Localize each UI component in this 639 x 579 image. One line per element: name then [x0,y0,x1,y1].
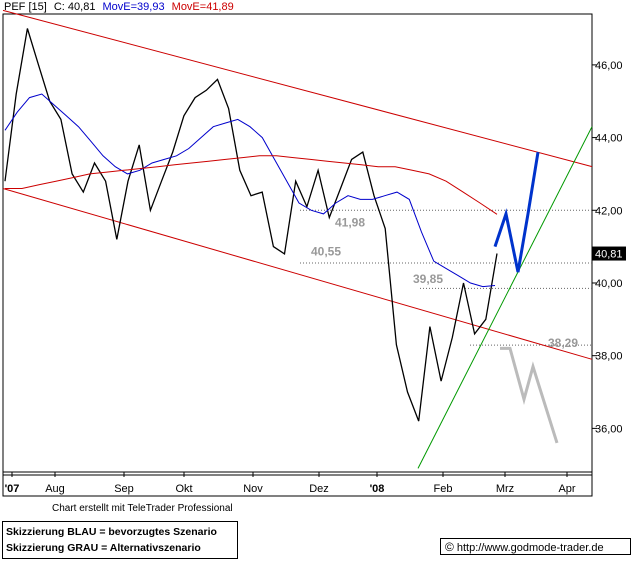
close-value: C: 40,81 [53,1,96,13]
legend-line-blue: Skizzierung BLAU = bevorzugtes Szenario [6,526,217,538]
legend-line-grey: Skizzierung GRAU = Alternativszenario [6,542,201,554]
x-axis-frame [2,471,593,497]
y-tick-label: 44,00 [595,133,623,145]
ticker-label: PEF [15] [4,1,47,13]
x-tick-label: Aug [45,483,65,495]
y-tick-label: 38,00 [595,351,623,363]
x-tick-label: Dez [309,483,329,495]
chart-header: PEF [15] C: 40,81 MovE=39,93 MovE=41,89 [4,1,238,13]
plot-frame [2,13,593,473]
x-tick-label: Apr [558,483,575,495]
series-line-0 [4,28,498,422]
copyright-icon: © [445,540,454,554]
legend-box: Skizzierung BLAU = bevorzugtes Szenario … [2,521,238,559]
scenario-grey-sketch [500,346,559,444]
scenario-blue-sketch [493,151,540,273]
x-tick-label: Sep [114,483,134,495]
x-tick-label: Feb [434,483,453,495]
x-tick-label: '07 [5,483,20,495]
series-line-2 [5,155,498,215]
y-tick-label: 42,00 [595,205,623,217]
x-tick-label: '08 [370,483,385,495]
x-tick-label: Mrz [496,483,514,495]
y-tick-label: 40,00 [595,278,623,290]
last-value-box [592,246,626,261]
x-tick-label: Nov [243,483,263,495]
website-url[interactable]: http://www.godmode-trader.de [456,542,604,554]
x-tick-label: Okt [175,483,192,495]
channel-lower [2,187,593,360]
support-trendline [417,126,593,469]
mov1-label: MovE=39,93 [102,1,165,13]
last-value-label: 40,81 [595,249,623,261]
level-annotation: 40,55 [311,245,341,259]
price-chart: 36,00 38,00 40,00 42,00 44,00 46,00 '07 Aug Sep O… [2,9,626,497]
y-tick-label: 46,00 [595,60,623,72]
level-annotation: 41,98 [335,216,365,230]
y-tick-label: 36,00 [595,423,623,435]
level-annotation: 39,85 [413,272,443,286]
website-link[interactable]: © http://www.godmode-trader.de [440,538,631,555]
series-line-1 [4,93,496,288]
level-annotation: 38,29 [548,336,578,350]
chart-credit: Chart erstellt mit TeleTrader Profession… [52,503,233,514]
channel-upper [2,9,593,168]
mov2-label: MovE=41,89 [171,1,234,13]
